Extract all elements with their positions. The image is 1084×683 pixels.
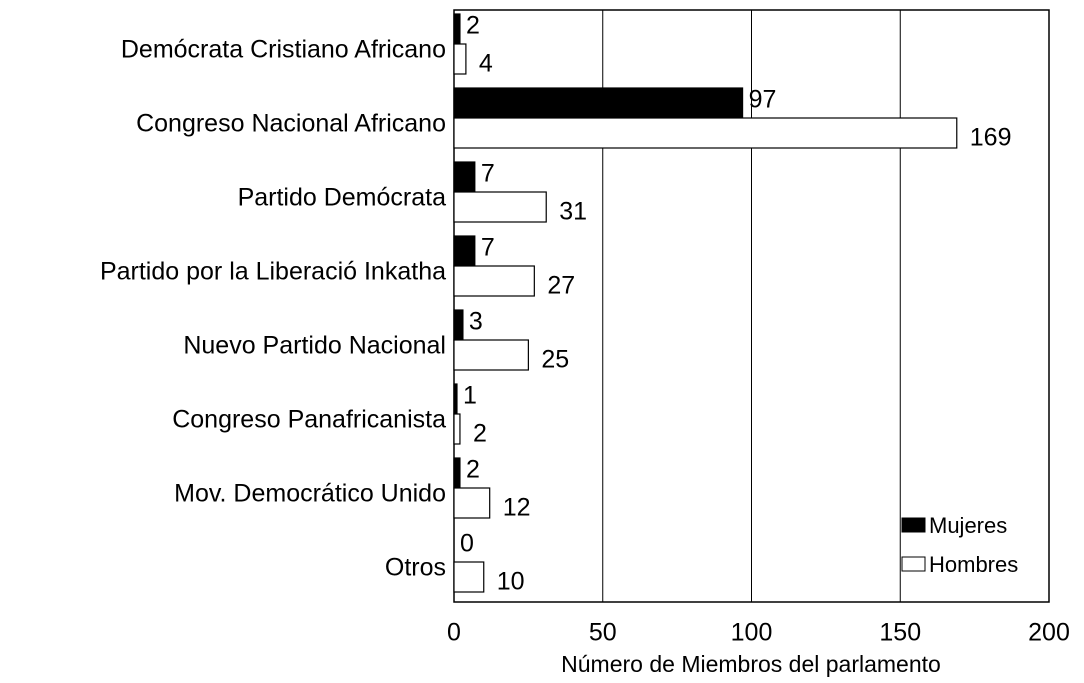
x-tick-label: 100 [731, 619, 773, 647]
y-tick-label: Otros [385, 554, 446, 582]
plot-frame [453, 9, 1050, 603]
value-label: 4 [479, 50, 493, 78]
bar [453, 413, 461, 445]
value-label: 12 [503, 494, 531, 522]
bar [453, 191, 547, 223]
x-tick-label: 0 [447, 619, 461, 647]
bar [453, 43, 467, 75]
value-label: 3 [469, 308, 483, 336]
x-tick-label: 150 [879, 619, 921, 647]
x-tick-label: 200 [1028, 619, 1070, 647]
bar [453, 161, 476, 193]
y-tick-label: Congreso Nacional Africano [136, 110, 446, 138]
x-axis-label: Número de Miembros del parlamento [561, 651, 941, 677]
value-label: 2 [473, 420, 487, 448]
bar [453, 265, 535, 297]
x-tick-label: 50 [589, 619, 617, 647]
value-label: 27 [547, 272, 575, 300]
legend-label: Hombres [929, 552, 1018, 577]
value-label: 1 [463, 382, 477, 410]
bar [453, 117, 958, 149]
value-label: 97 [749, 86, 777, 114]
bar [453, 487, 491, 519]
value-label: 2 [466, 456, 480, 484]
bar [453, 339, 529, 371]
value-label: 10 [497, 568, 525, 596]
y-tick-label: Demócrata Cristiano Africano [121, 36, 446, 64]
value-label: 2 [466, 12, 480, 40]
legend-swatch [901, 556, 926, 572]
y-tick-label: Congreso Panafricanista [172, 406, 446, 434]
y-tick-label: Mov. Democrático Unido [174, 480, 446, 508]
bar [453, 13, 461, 45]
value-label: 31 [559, 198, 587, 226]
y-tick-label: Partido por la Liberació Inkatha [100, 258, 446, 286]
y-tick-label: Partido Demócrata [238, 184, 447, 212]
value-label: 7 [481, 234, 495, 262]
bar [453, 309, 464, 341]
value-label: 25 [541, 346, 569, 374]
bar [453, 457, 461, 489]
bar [453, 235, 476, 267]
bar [453, 383, 458, 415]
value-label: 169 [970, 124, 1012, 152]
value-label: 7 [481, 160, 495, 188]
bar [453, 87, 744, 119]
y-tick-label: Nuevo Partido Nacional [183, 332, 446, 360]
legend-label: Mujeres [929, 513, 1007, 538]
value-label: 0 [460, 530, 474, 558]
bar [453, 561, 485, 593]
legend-swatch [901, 517, 926, 533]
